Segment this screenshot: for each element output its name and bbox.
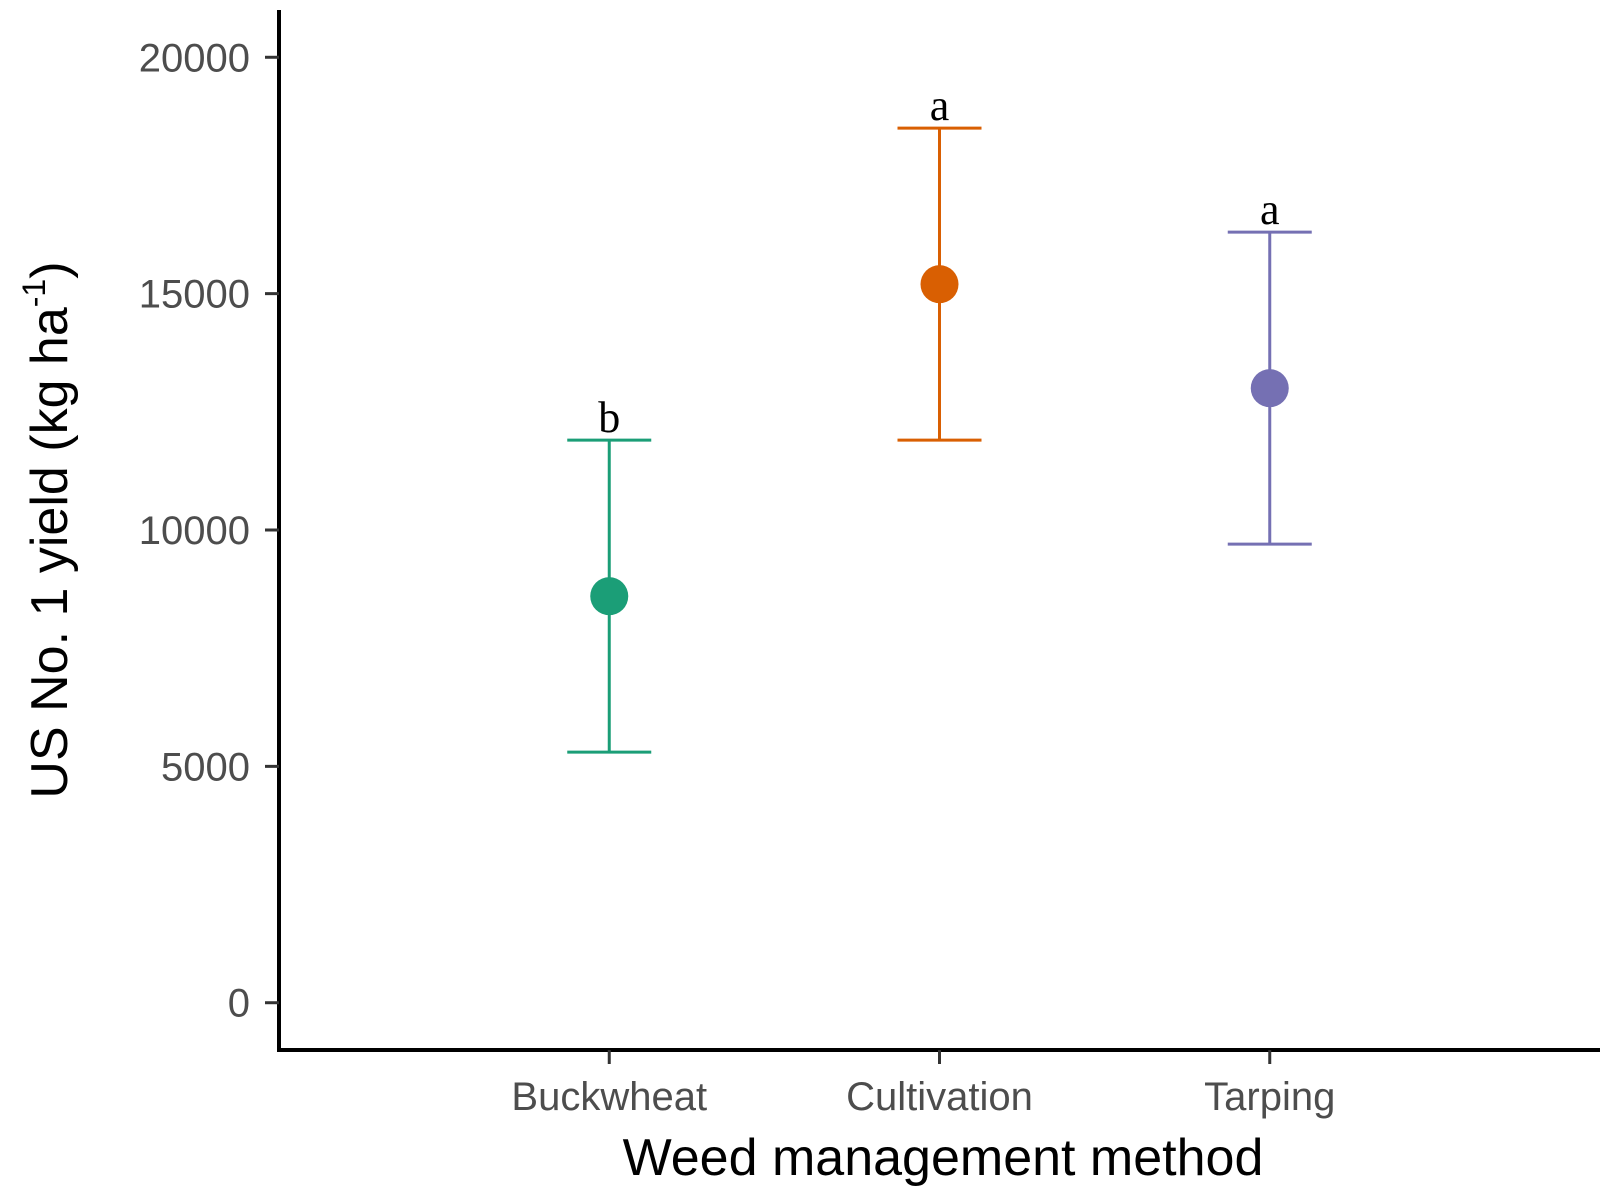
y-tick-label: 20000: [139, 36, 250, 80]
x-tick-label: Buckwheat: [511, 1075, 707, 1119]
x-tick-label: Tarping: [1204, 1075, 1335, 1119]
x-axis-title: Weed management method: [623, 1129, 1264, 1187]
significance-letter: a: [1260, 185, 1280, 234]
x-tick-label: Cultivation: [846, 1075, 1033, 1119]
point-group-buckwheat: b: [567, 393, 652, 754]
x-ticks: Buckwheat Cultivation Tarping: [511, 1050, 1335, 1119]
mean-point: [920, 265, 959, 304]
y-tick-label: 10000: [139, 509, 250, 553]
y-axis-title: US No. 1 yield (kg ha-1): [16, 261, 79, 798]
mean-point: [1250, 369, 1289, 408]
y-axis-title-main: US No. 1 yield (kg ha: [21, 307, 79, 798]
y-tick-label: 5000: [161, 745, 250, 789]
significance-letter: a: [930, 81, 950, 130]
significance-letter: b: [598, 393, 620, 442]
y-axis-title-close: ): [21, 261, 79, 278]
y-tick-label: 15000: [139, 273, 250, 317]
y-ticks: 0 5000 10000 15000 20000: [139, 36, 279, 1026]
y-tick-label: 0: [228, 982, 250, 1026]
point-group-cultivation: a: [897, 81, 982, 442]
mean-point: [590, 577, 629, 616]
y-axis-title-superscript: -1: [16, 279, 52, 307]
point-group-tarping: a: [1227, 185, 1312, 546]
data-marks: b a a: [567, 81, 1312, 754]
